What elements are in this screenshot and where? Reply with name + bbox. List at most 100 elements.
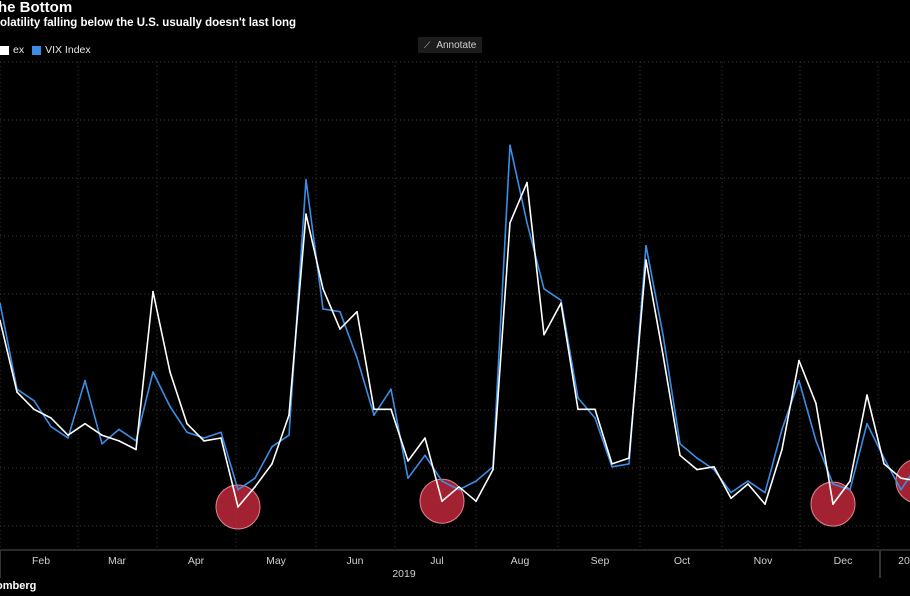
x-tick-label-7: Sep xyxy=(591,555,610,567)
series-point-vix-5 xyxy=(84,379,86,382)
series-point-white-21 xyxy=(356,310,358,313)
series-point-vix-7 xyxy=(118,428,120,431)
series-point-vix-53 xyxy=(900,488,902,491)
series-point-white-3 xyxy=(50,417,52,419)
series-point-white-16 xyxy=(271,463,273,465)
series-point-white-24 xyxy=(407,460,409,462)
series-point-white-15 xyxy=(254,486,256,488)
x-tick-label-10: Dec xyxy=(834,555,853,567)
series-point-vix-24 xyxy=(407,477,409,480)
series-point-white-50 xyxy=(849,480,851,482)
series-point-white-42 xyxy=(713,465,715,468)
series-point-white-36 xyxy=(611,463,613,465)
series-point-white-28 xyxy=(475,500,477,503)
source-label: omberg xyxy=(0,580,37,592)
series-point-vix-43 xyxy=(730,491,732,494)
series-point-vix-30 xyxy=(509,144,511,147)
series-point-white-6 xyxy=(101,434,103,436)
pencil-icon: ⟋ xyxy=(424,39,431,50)
x-tick-label-2: Apr xyxy=(188,555,205,567)
series-point-vix-2 xyxy=(33,399,35,402)
series-point-white-43 xyxy=(730,497,732,500)
legend-swatch-vix xyxy=(32,45,42,55)
legend-label-white: ex xyxy=(13,44,25,56)
series-point-vix-27 xyxy=(458,488,460,491)
series-point-white-38 xyxy=(645,259,647,261)
series-point-vix-12 xyxy=(203,437,205,439)
series-point-white-9 xyxy=(152,290,154,293)
series-point-vix-52 xyxy=(883,457,885,459)
series-point-vix-38 xyxy=(645,244,647,247)
series-point-vix-47 xyxy=(798,379,800,382)
series-point-vix-17 xyxy=(288,434,290,436)
series-point-vix-32 xyxy=(543,287,545,290)
series-point-white-22 xyxy=(373,408,375,411)
series-point-white-8 xyxy=(135,448,137,451)
chart-title: he Bottom xyxy=(0,0,73,16)
legend-label-vix: VIX Index xyxy=(45,44,91,56)
series-point-white-4 xyxy=(67,434,69,436)
series-point-vix-39 xyxy=(662,333,664,336)
annotate-label: Annotate xyxy=(436,39,477,51)
series-point-white-14 xyxy=(237,506,239,508)
legend-item-vix[interactable]: VIX Index xyxy=(32,44,91,56)
series-point-vix-6 xyxy=(101,442,103,445)
series-point-white-27 xyxy=(458,486,460,488)
x-tick-label-3: May xyxy=(266,555,287,567)
series-point-vix-48 xyxy=(815,440,817,442)
series-point-white-39 xyxy=(662,354,664,356)
series-point-white-35 xyxy=(594,408,596,411)
series-point-vix-44 xyxy=(747,480,749,482)
series-point-white-41 xyxy=(696,468,698,471)
series-point-white-34 xyxy=(577,408,579,411)
x-tick-label-5: Jul xyxy=(430,555,443,567)
series-point-white-11 xyxy=(186,422,188,425)
series-point-vix-51 xyxy=(866,422,868,425)
series-point-vix-18 xyxy=(305,178,307,181)
series-point-white-46 xyxy=(781,448,783,451)
annotate-button[interactable]: ⟋ Annotate xyxy=(418,37,483,53)
series-point-white-32 xyxy=(543,333,545,336)
series-point-vix-37 xyxy=(628,463,630,465)
series-point-vix-3 xyxy=(50,425,52,428)
series-point-vix-20 xyxy=(339,310,341,313)
series-point-white-49 xyxy=(832,503,834,505)
series-point-vix-50 xyxy=(849,488,851,491)
x-tick-label-6: Aug xyxy=(511,555,530,567)
x-tick-label-11: 20 xyxy=(898,555,910,567)
series-point-vix-31 xyxy=(526,221,528,224)
series-point-vix-46 xyxy=(781,428,783,431)
series-point-vix-23 xyxy=(390,388,392,391)
x-tick-label-8: Oct xyxy=(674,555,690,567)
year-label: 2019 xyxy=(392,568,416,580)
series-point-vix-26 xyxy=(441,480,443,482)
series-point-vix-4 xyxy=(67,437,69,439)
series-point-vix-14 xyxy=(237,488,239,491)
series-point-vix-11 xyxy=(186,431,188,434)
series-point-vix-45 xyxy=(764,491,766,494)
legend: ex VIX Index xyxy=(0,41,99,59)
series-point-white-25 xyxy=(424,437,426,439)
series-point-white-10 xyxy=(169,371,171,373)
x-tick-label-4: Jun xyxy=(347,555,364,567)
series-point-vix-33 xyxy=(560,299,562,302)
series-point-vix-36 xyxy=(611,465,613,468)
x-tick-label-1: Mar xyxy=(108,555,127,567)
series-point-vix-9 xyxy=(152,371,154,373)
series-point-white-31 xyxy=(526,181,528,184)
series-point-vix-19 xyxy=(322,308,324,310)
series-point-vix-16 xyxy=(271,445,273,448)
series-point-white-51 xyxy=(866,394,868,396)
series-point-vix-41 xyxy=(696,457,698,459)
series-point-vix-35 xyxy=(594,417,596,419)
series-point-vix-21 xyxy=(356,356,358,359)
series-point-vix-49 xyxy=(832,483,834,485)
series-point-white-5 xyxy=(84,422,86,425)
series-point-white-0 xyxy=(0,319,1,322)
series-point-vix-22 xyxy=(373,414,375,416)
legend-item-white[interactable]: ex xyxy=(0,44,24,56)
series-point-vix-40 xyxy=(679,442,681,445)
series-point-white-1 xyxy=(16,391,18,393)
series-point-white-19 xyxy=(322,287,324,290)
